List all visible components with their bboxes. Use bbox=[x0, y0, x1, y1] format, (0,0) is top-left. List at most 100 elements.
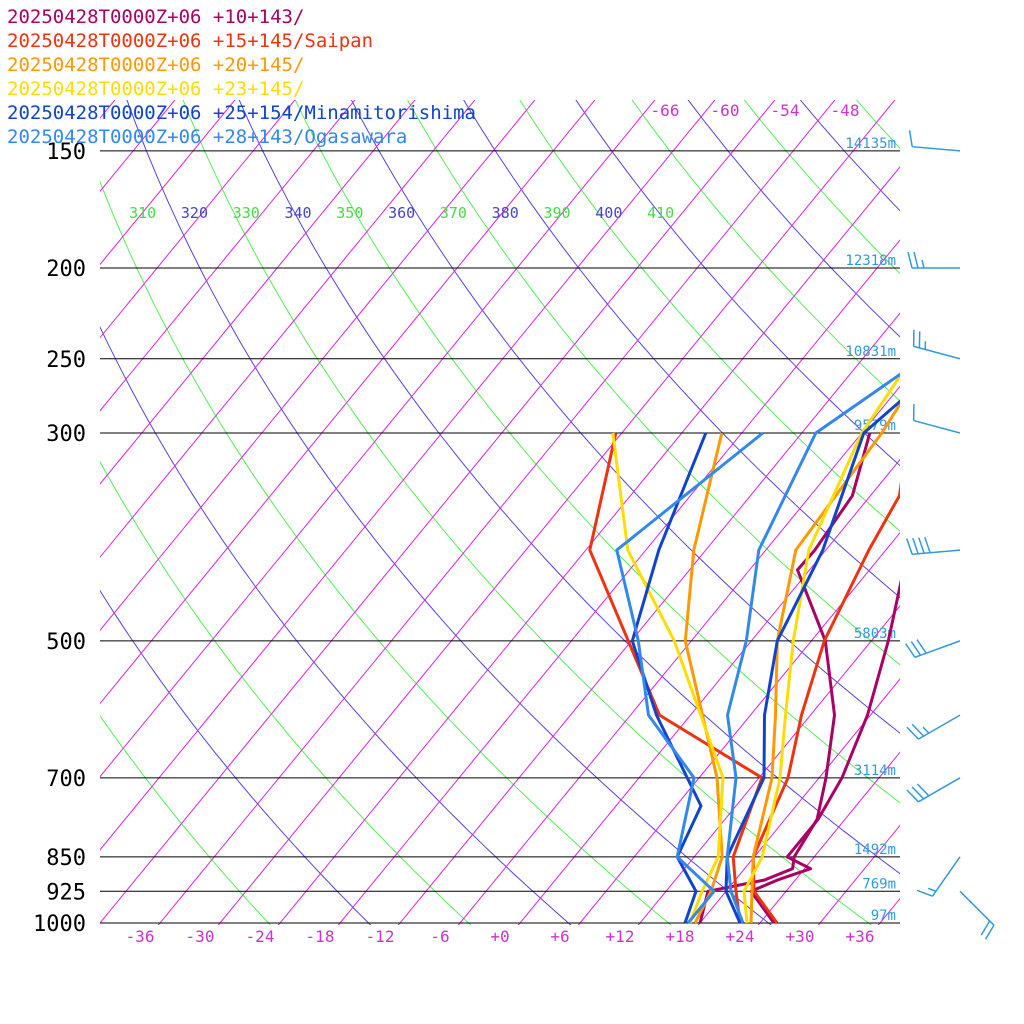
wind-barb bbox=[912, 329, 961, 360]
isotherm-line bbox=[157, 100, 836, 925]
isotherm-line bbox=[100, 100, 596, 705]
dry-adiabat-line bbox=[743, 100, 900, 275]
isotherm-line bbox=[277, 166, 900, 925]
background-grid bbox=[100, 0, 1024, 947]
dry-adiabat-line bbox=[126, 100, 772, 925]
pressure-tick-label: 1000 bbox=[33, 912, 86, 937]
temperature-tick-label: -12 bbox=[366, 927, 395, 946]
height-label: 1492m bbox=[854, 842, 896, 858]
dewpoint-profile-line bbox=[698, 432, 872, 924]
theta-tick-label: 310 bbox=[129, 204, 156, 222]
dry-adiabat-line bbox=[100, 589, 372, 925]
temperature-tick-label: +36 bbox=[846, 927, 875, 946]
theta-tick-label: 360 bbox=[388, 204, 415, 222]
theta-tick-label: 410 bbox=[647, 204, 674, 222]
dry-adiabat-line bbox=[100, 180, 672, 925]
temperature-tick-label: -36 bbox=[126, 927, 155, 946]
theta-tick-label: 320 bbox=[181, 204, 208, 222]
dry-adiabat-line bbox=[350, 100, 900, 734]
wind-barb-feather bbox=[916, 783, 930, 797]
temperature-tick-label: +30 bbox=[786, 927, 815, 946]
temperature-profile-line bbox=[749, 401, 900, 924]
wind-barb-feather bbox=[918, 537, 925, 554]
dry-adiabat-line bbox=[238, 100, 900, 875]
isotherm-line bbox=[697, 678, 900, 925]
wind-barb-feather bbox=[906, 538, 913, 555]
temperature-tick-label: +18 bbox=[666, 927, 695, 946]
isotherm-line bbox=[397, 312, 900, 925]
isotherm-line bbox=[457, 385, 900, 925]
upper-temperature-label: -66 bbox=[651, 101, 680, 120]
height-label: 10831m bbox=[845, 344, 896, 360]
wind-barb-staff bbox=[913, 345, 961, 360]
temperature-profile-line bbox=[749, 579, 900, 924]
wind-barb-feather bbox=[913, 251, 919, 269]
pressure-tick-label: 850 bbox=[46, 846, 86, 871]
dry-adiabat-line bbox=[519, 100, 900, 532]
height-label: 3114m bbox=[854, 763, 896, 779]
upper-temperature-label: -60 bbox=[711, 101, 740, 120]
pressure-tick-label: 200 bbox=[46, 257, 86, 282]
wind-barb-staff bbox=[914, 640, 961, 659]
isotherm-line bbox=[921, 0, 1024, 947]
theta-tick-label: 370 bbox=[440, 204, 467, 222]
theta-tick-label: 340 bbox=[284, 204, 311, 222]
wind-barb bbox=[912, 404, 961, 434]
wind-barb-feather bbox=[916, 639, 927, 654]
wind-barb bbox=[906, 714, 961, 740]
legend-entry: 20250428T0000Z+06 +20+145/ bbox=[7, 54, 304, 76]
wind-barb bbox=[906, 536, 961, 556]
dewpoint-profile-line bbox=[611, 432, 725, 924]
dewpoint-profile-line bbox=[630, 432, 708, 924]
temperature-tick-label: +6 bbox=[550, 927, 569, 946]
legend-entry: 20250428T0000Z+06 +15+145/Saipan bbox=[7, 30, 373, 52]
pressure-tick-label: 500 bbox=[46, 630, 86, 655]
isotherm-line bbox=[817, 824, 900, 925]
temperature-tick-label: +24 bbox=[726, 927, 755, 946]
isotherm-line bbox=[637, 605, 900, 925]
isotherm-line bbox=[100, 100, 416, 485]
wind-barb-half-feather bbox=[921, 259, 925, 269]
height-label: 12318m bbox=[845, 253, 896, 269]
isotherm-line bbox=[100, 100, 656, 778]
legend-entry: 20250428T0000Z+06 +10+143/ bbox=[7, 6, 304, 28]
wind-barb bbox=[959, 890, 995, 940]
dry-adiabat-line bbox=[100, 714, 272, 925]
dry-adiabat-line bbox=[100, 325, 572, 925]
wind-barb-feather bbox=[906, 789, 919, 803]
height-label: 769m bbox=[862, 876, 896, 892]
height-label: 14135m bbox=[845, 136, 896, 152]
temperature-profile-line bbox=[725, 372, 900, 924]
theta-tick-label: 350 bbox=[336, 204, 363, 222]
temperature-tick-label: -18 bbox=[306, 927, 335, 946]
isotherm-line bbox=[100, 100, 776, 924]
temperature-tick-label: -30 bbox=[186, 927, 215, 946]
legend-entry: 20250428T0000Z+06 +25+154/Minamitorishim… bbox=[7, 102, 476, 124]
dry-adiabat-line bbox=[100, 460, 472, 925]
dry-adiabat-line bbox=[799, 100, 900, 212]
temperature-tick-label: -6 bbox=[430, 927, 449, 946]
theta-tick-label: 390 bbox=[543, 204, 570, 222]
temperature-profile-line bbox=[742, 373, 900, 924]
wind-barb-staff bbox=[913, 419, 961, 434]
legend-entry: 20250428T0000Z+06 +23+145/ bbox=[7, 78, 304, 100]
wind-barb-feather bbox=[905, 643, 916, 658]
wind-barb-feather bbox=[907, 251, 913, 269]
wind-barb-staff bbox=[918, 777, 961, 803]
wind-barb bbox=[905, 639, 961, 659]
theta-tick-label: 400 bbox=[595, 204, 622, 222]
height-label: 97m bbox=[871, 908, 896, 924]
pressure-tick-label: 150 bbox=[46, 140, 86, 165]
isotherm-line bbox=[577, 531, 900, 925]
pressure-tick-label: 250 bbox=[46, 348, 86, 373]
wind-barb-staff bbox=[912, 145, 961, 152]
temperature-profile-line bbox=[724, 399, 900, 924]
isotherm-line bbox=[517, 458, 900, 925]
dry-adiabat-line bbox=[182, 100, 873, 925]
legend-entry: 20250428T0000Z+06 +28+143/Ogasawara bbox=[7, 126, 407, 148]
wind-barb-feather bbox=[912, 537, 919, 554]
wind-barb bbox=[916, 856, 961, 897]
isotherm-line bbox=[100, 100, 716, 851]
isotherm-line bbox=[981, 0, 1024, 947]
